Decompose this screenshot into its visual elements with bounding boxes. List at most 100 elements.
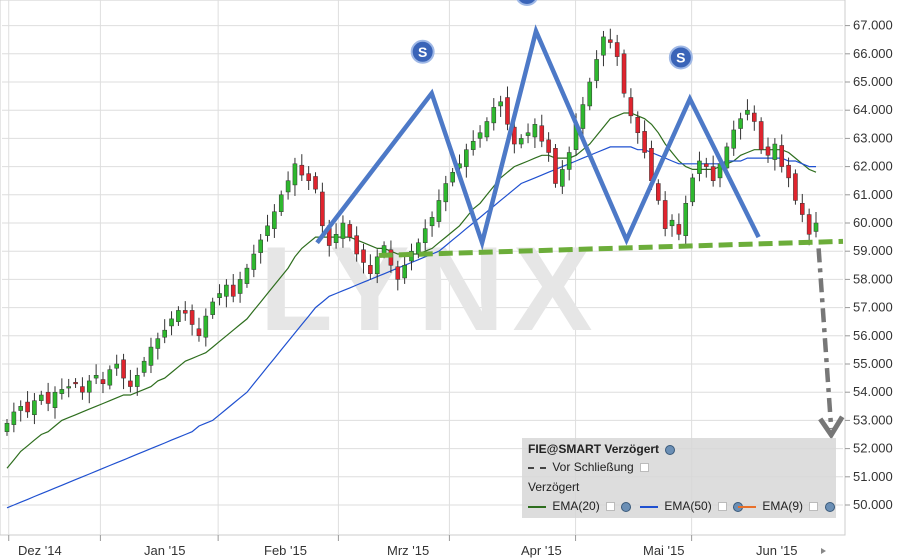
- x-tick-label: Dez '14: [18, 543, 62, 558]
- legend-prev-close-label: Vor Schließung: [552, 460, 634, 474]
- candle-up: [436, 200, 442, 222]
- candle-down: [539, 125, 545, 142]
- candle-down: [45, 391, 51, 404]
- y-tick-label: 55.000: [853, 356, 893, 371]
- legend-ema9: EMA(9): [738, 499, 835, 513]
- y-tick-label: 59.000: [853, 243, 893, 258]
- candle-down: [793, 173, 798, 201]
- candle-up: [176, 310, 181, 322]
- candle-down: [662, 200, 668, 229]
- candle-up: [724, 146, 730, 169]
- candle-up: [484, 121, 490, 138]
- candle-up: [601, 36, 606, 56]
- pattern-badge: [668, 45, 693, 70]
- candle-up: [11, 411, 17, 425]
- y-tick-label: 61.000: [853, 187, 893, 202]
- candle-down: [368, 265, 373, 275]
- ema50-checkbox[interactable]: [718, 502, 728, 512]
- candle-up: [224, 284, 229, 297]
- candle-up: [32, 400, 37, 416]
- candle-up: [731, 129, 737, 149]
- scroll-right-icon[interactable]: [821, 548, 826, 554]
- y-tick-label: 53.000: [853, 412, 893, 427]
- candle-up: [560, 169, 565, 187]
- y-tick-label: 51.000: [853, 469, 893, 484]
- candle-up: [4, 422, 10, 432]
- candle-down: [642, 131, 647, 153]
- candle-up: [518, 138, 524, 145]
- settings-icon[interactable]: [665, 444, 676, 455]
- candle-down: [121, 359, 126, 379]
- candle-up: [587, 81, 593, 107]
- pattern-badge: [516, 0, 538, 6]
- candle-up: [594, 59, 599, 81]
- candle-up: [155, 338, 161, 349]
- candle-down: [676, 224, 682, 235]
- candle-up: [477, 132, 483, 139]
- candle-up: [566, 152, 572, 170]
- pattern-badge-label: S: [418, 44, 427, 60]
- candle-up: [148, 346, 154, 366]
- candle-down: [806, 214, 812, 235]
- y-tick-label: 52.000: [853, 441, 893, 456]
- y-tick-label: 58.000: [853, 271, 893, 286]
- candle-up: [813, 222, 819, 232]
- ema20-checkbox[interactable]: [606, 502, 616, 512]
- candle-down: [196, 328, 202, 337]
- candle-down: [25, 401, 30, 413]
- candle-down: [608, 39, 613, 43]
- ema50-line-icon: [640, 505, 658, 508]
- y-tick-label: 57.000: [853, 300, 893, 315]
- ema20-settings-icon[interactable]: [621, 501, 632, 512]
- candle-down: [786, 164, 791, 179]
- legend-ema20: EMA(20): [528, 499, 632, 513]
- candle-up: [470, 140, 476, 150]
- candle-up: [237, 279, 243, 294]
- head-shoulders-pattern: S K S: [315, 0, 845, 440]
- candle-up: [738, 118, 743, 129]
- pattern-badge: [410, 39, 435, 64]
- candle-down: [710, 166, 716, 181]
- candle-down: [313, 176, 318, 190]
- candle-up: [86, 380, 92, 393]
- candle-down: [230, 284, 236, 297]
- candle-up: [525, 132, 531, 136]
- x-tick-label: Mrz '15: [387, 543, 429, 558]
- candle-up: [272, 211, 277, 229]
- y-axis: 50.000 51.000 52.000 53.000 54.000 55.000 56.0…: [845, 18, 893, 512]
- candle-up: [162, 329, 167, 338]
- candle-down: [779, 145, 785, 167]
- x-tick-label: Apr '15: [521, 543, 562, 558]
- y-tick-label: 56.000: [853, 328, 893, 343]
- candle-up: [422, 228, 428, 243]
- candle-up: [498, 101, 503, 107]
- candle-up: [52, 391, 58, 408]
- legend-symbol-label: FIE@SMART Verzögert: [528, 442, 660, 456]
- candle-up: [697, 160, 702, 174]
- prev-close-checkbox[interactable]: [640, 463, 650, 473]
- candle-up: [258, 239, 263, 253]
- candles: [4, 28, 819, 436]
- candle-down: [299, 164, 305, 176]
- y-tick-label: 64.000: [853, 102, 893, 117]
- ema9-settings-icon[interactable]: [824, 501, 835, 512]
- candle-up: [169, 318, 174, 327]
- candle-down: [320, 191, 325, 227]
- candle-up: [690, 177, 695, 203]
- y-tick-label: 62.000: [853, 159, 893, 174]
- candle-down: [704, 163, 709, 167]
- legend-prev-close: Vor Schließung: [528, 460, 650, 474]
- candle-up: [107, 369, 113, 386]
- candle-up: [265, 225, 270, 236]
- candle-down: [128, 380, 133, 387]
- candle-up: [340, 222, 346, 239]
- legend-ema20-label: EMA(20): [552, 499, 600, 513]
- ema9-checkbox[interactable]: [809, 502, 819, 512]
- pattern-zigzag-line: [315, 24, 761, 251]
- candle-down: [306, 173, 311, 181]
- candle-up: [59, 389, 65, 394]
- candle-down: [799, 203, 805, 215]
- candle-down: [614, 42, 620, 57]
- candle-up: [251, 253, 257, 270]
